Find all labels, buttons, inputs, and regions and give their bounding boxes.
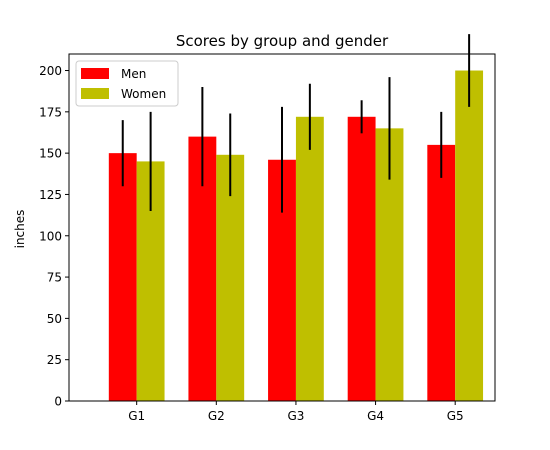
y-tick-label: 75 <box>47 271 62 285</box>
y-tick-label: 0 <box>54 395 62 409</box>
legend: Men Women <box>75 60 179 107</box>
bar-men-g4 <box>347 116 376 402</box>
y-tick-label: 200 <box>39 64 62 78</box>
y-tick-label: 175 <box>39 105 62 119</box>
y-tick-label: 50 <box>47 312 62 326</box>
plot-frame <box>68 53 496 402</box>
chart-title: Scores by group and gender <box>176 32 389 50</box>
y-axis-title: inches <box>13 210 27 249</box>
bar-women-g5 <box>455 70 484 402</box>
bars-layer <box>108 70 484 402</box>
x-tick-label-g4: G4 <box>367 409 384 423</box>
bar-women-g3 <box>295 116 324 402</box>
legend-swatch-men <box>81 68 109 79</box>
y-tick-label: 150 <box>39 147 62 161</box>
legend-label-men: Men <box>121 67 146 81</box>
legend-label-women: Women <box>121 87 166 101</box>
x-tick-label-g5: G5 <box>447 409 464 423</box>
x-axis: G1 G2 G3 G4 G5 <box>128 401 464 423</box>
y-tick-label: 125 <box>39 188 62 202</box>
plot-area: 0 25 50 75 100 125 150 175 200 G1 G2 G3 G4 G5 <box>39 34 496 423</box>
x-tick-label-g3: G3 <box>287 409 304 423</box>
y-axis: 0 25 50 75 100 125 150 175 200 <box>39 64 69 409</box>
error-bars-layer <box>121 34 471 213</box>
x-tick-label-g1: G1 <box>128 409 145 423</box>
bar-men-g1 <box>108 153 137 401</box>
y-tick-label: 100 <box>39 229 62 243</box>
y-tick-label: 25 <box>47 353 62 367</box>
x-tick-label-g2: G2 <box>208 409 225 423</box>
legend-swatch-women <box>81 88 109 99</box>
bar-men-g5 <box>427 144 456 401</box>
